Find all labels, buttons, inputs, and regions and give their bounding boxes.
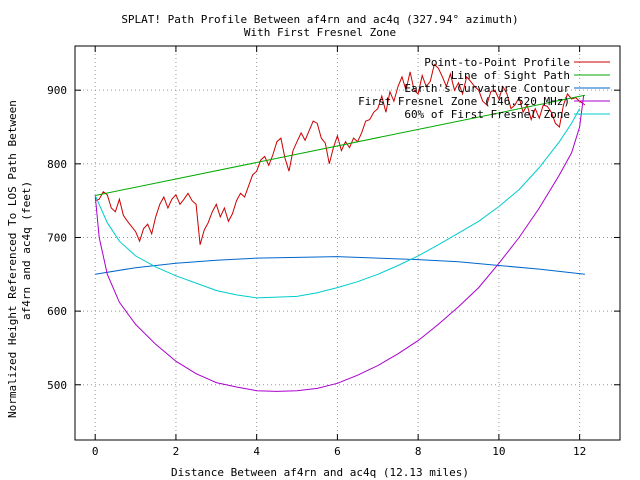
series-line-5 bbox=[94, 108, 581, 299]
x-tick-label: 10 bbox=[492, 445, 505, 458]
legend-label: Line of Sight Path bbox=[451, 69, 570, 82]
y-tick-label: 900 bbox=[47, 84, 67, 97]
x-tick-label: 6 bbox=[334, 445, 341, 458]
x-tick-label: 4 bbox=[253, 445, 260, 458]
series-line-2 bbox=[95, 94, 586, 196]
x-tick-label: 2 bbox=[173, 445, 180, 458]
y-tick-label: 500 bbox=[47, 379, 67, 392]
legend-label: First Fresnel Zone (146.520 MHz) bbox=[358, 95, 570, 108]
legend-label: Earth's Curvature Contour bbox=[404, 82, 570, 95]
legend-label: Point-to-Point Profile bbox=[424, 56, 570, 69]
y-tick-label: 600 bbox=[47, 305, 67, 318]
chart-title: SPLAT! Path Profile Between af4rn and ac… bbox=[121, 13, 519, 26]
y-tick-label: 700 bbox=[47, 231, 67, 244]
x-tick-label: 0 bbox=[92, 445, 99, 458]
series-line-1 bbox=[95, 63, 586, 245]
x-axis-label: Distance Between af4rn and ac4q (12.13 m… bbox=[170, 466, 469, 479]
plot-frame bbox=[74, 45, 621, 441]
y-tick-label: 800 bbox=[47, 158, 67, 171]
x-tick-label: 12 bbox=[573, 445, 586, 458]
x-tick-label: 8 bbox=[415, 445, 422, 458]
chart-subtitle: With First Fresnel Zone bbox=[243, 26, 397, 39]
series-line-4 bbox=[94, 95, 585, 392]
legend-label: 60% of First Fresnel Zone bbox=[404, 108, 570, 121]
series-line-3 bbox=[95, 256, 585, 275]
